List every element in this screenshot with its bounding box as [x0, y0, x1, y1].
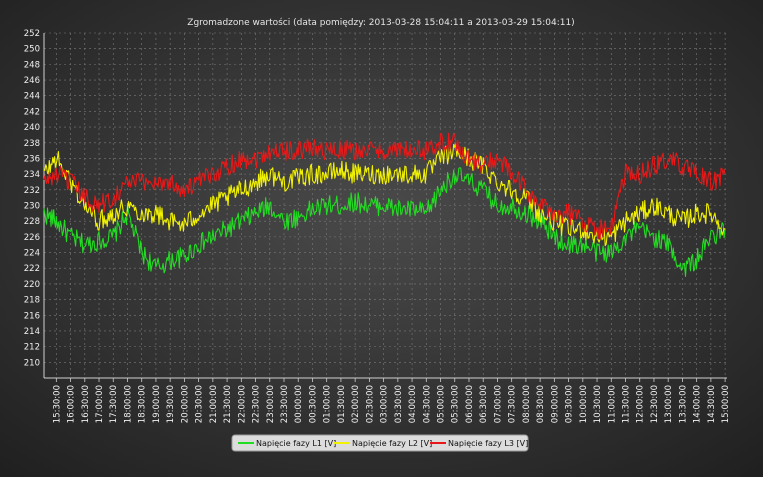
- y-tick-label: 232: [24, 186, 40, 196]
- legend: Napięcie fazy L1 [V] Napięcie fazy L2 [V…: [231, 434, 529, 452]
- series-line-3: [43, 132, 726, 240]
- y-tick-label: 248: [24, 60, 40, 70]
- y-tick-label: 216: [24, 311, 40, 321]
- y-tick-label: 210: [24, 358, 40, 368]
- x-tick-label: 14:30:00: [707, 385, 717, 423]
- x-tick-label: 15:00:00: [721, 385, 731, 423]
- x-tick-label: 23:00:00: [266, 385, 276, 423]
- series-line-1: [43, 167, 726, 277]
- x-tick-label: 04:30:00: [422, 385, 432, 423]
- y-tick-label: 234: [24, 170, 40, 180]
- x-tick-label: 07:00:00: [493, 385, 503, 423]
- x-tick-label: 09:00:00: [550, 385, 560, 423]
- x-tick-label: 05:30:00: [451, 385, 461, 423]
- x-tick-label: 16:30:00: [81, 385, 91, 423]
- x-tick-label: 12:00:00: [636, 385, 646, 423]
- legend-label-l3: Napięcie fazy L3 [V]: [448, 439, 528, 448]
- series-line-2: [43, 142, 726, 247]
- x-tick-label: 11:30:00: [621, 385, 631, 423]
- x-tick-label: 06:00:00: [465, 385, 475, 423]
- y-tick-label: 230: [24, 202, 40, 212]
- y-tick-label: 246: [24, 76, 40, 86]
- x-tick-label: 17:00:00: [95, 385, 105, 423]
- x-tick-label: 15:30:00: [52, 385, 62, 423]
- x-tick-label: 13:30:00: [678, 385, 688, 423]
- x-tick-label: 10:30:00: [593, 385, 603, 423]
- y-axis: 210 212 214 216 218 220 222 224 226 228 230 232 234 2…: [24, 29, 45, 378]
- x-tick-label: 01:30:00: [337, 385, 347, 423]
- grid: [44, 32, 727, 378]
- y-tick-label: 238: [24, 139, 40, 149]
- series-group: [43, 132, 726, 277]
- x-tick-label: 19:00:00: [152, 385, 162, 423]
- legend-box: [231, 434, 529, 452]
- x-tick-label: 14:00:00: [693, 385, 703, 423]
- y-tick-label: 244: [24, 92, 40, 102]
- legend-label-l1: Napięcie fazy L1 [V]: [256, 439, 336, 448]
- x-tick-label: 22:30:00: [252, 385, 262, 423]
- x-tick-label: 11:00:00: [607, 385, 617, 423]
- y-tick-label: 214: [24, 327, 40, 337]
- x-tick-label: 01:00:00: [323, 385, 333, 423]
- x-tick-label: 19:30:00: [166, 385, 176, 423]
- x-tick-label: 23:30:00: [280, 385, 290, 423]
- x-tick-label: 16:00:00: [67, 385, 77, 423]
- x-tick-label: 20:00:00: [180, 385, 190, 423]
- y-tick-label: 242: [24, 107, 40, 117]
- y-tick-label: 228: [24, 217, 40, 227]
- y-tick-label: 236: [24, 154, 40, 164]
- x-tick-label: 17:30:00: [109, 385, 119, 423]
- x-tick-label: 20:30:00: [195, 385, 205, 423]
- y-tick-label: 226: [24, 233, 40, 243]
- x-tick-label: 21:00:00: [209, 385, 219, 423]
- chart-title: Zgromadzone wartości (data pomiędzy: 201…: [187, 17, 574, 28]
- x-tick-label: 05:00:00: [437, 385, 447, 423]
- x-tick-label: 09:30:00: [565, 385, 575, 423]
- x-tick-label: 00:00:00: [294, 385, 304, 423]
- x-tick-label: 07:30:00: [508, 385, 518, 423]
- x-tick-label: 12:30:00: [650, 385, 660, 423]
- x-tick-label: 18:30:00: [138, 385, 148, 423]
- x-tick-label: 13:00:00: [664, 385, 674, 423]
- x-tick-label: 02:30:00: [365, 385, 375, 423]
- x-tick-label: 22:00:00: [237, 385, 247, 423]
- x-tick-label: 10:00:00: [579, 385, 589, 423]
- y-tick-label: 220: [24, 280, 40, 290]
- y-tick-label: 224: [24, 249, 40, 259]
- legend-label-l2: Napięcie fazy L2 [V]: [352, 439, 432, 448]
- x-axis: 15:30:00 16:00:00 16:30:00 17:00:00 17:30:00…: [44, 377, 731, 423]
- x-tick-label: 21:30:00: [223, 385, 233, 423]
- y-tick-label: 252: [24, 29, 40, 39]
- x-tick-label: 08:30:00: [536, 385, 546, 423]
- y-tick-label: 240: [24, 123, 40, 133]
- x-tick-label: 02:00:00: [351, 385, 361, 423]
- y-tick-label: 222: [24, 264, 40, 274]
- x-tick-label: 00:30:00: [308, 385, 318, 423]
- x-tick-label: 03:00:00: [380, 385, 390, 423]
- x-tick-label: 08:00:00: [522, 385, 532, 423]
- y-tick-label: 218: [24, 296, 40, 306]
- x-tick-label: 18:00:00: [123, 385, 133, 423]
- y-tick-label: 250: [24, 45, 40, 55]
- x-tick-label: 03:30:00: [394, 385, 404, 423]
- x-tick-label: 04:00:00: [408, 385, 418, 423]
- x-tick-label: 06:30:00: [479, 385, 489, 423]
- y-tick-label: 212: [24, 343, 40, 353]
